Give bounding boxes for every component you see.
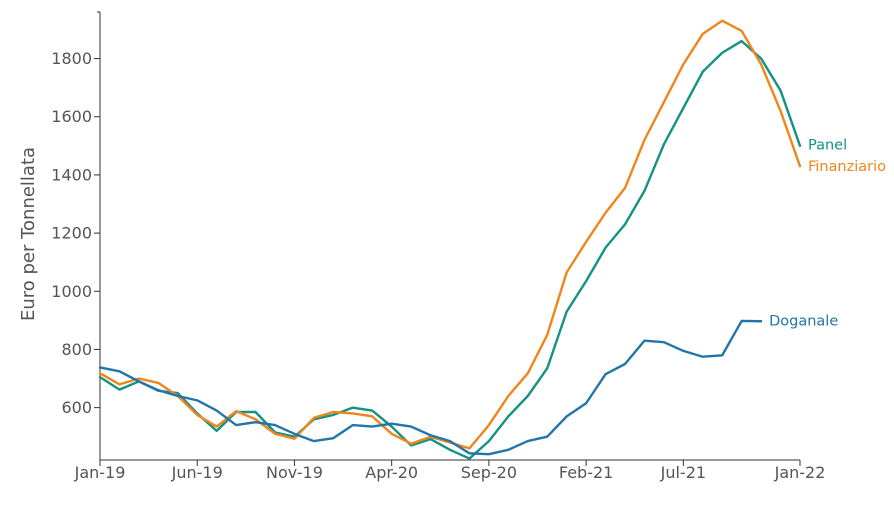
series-lines — [98, 19, 802, 460]
y-ticks: 600 800 1000 1200 1400 1600 1800 — [51, 11, 100, 417]
x-ticks: Jan-19 Jun-19 Nov-19 Apr-20 Sep-20 Feb-21 Jul-… — [74, 460, 826, 482]
y-tick-label: 1800 — [51, 49, 92, 68]
x-tick-label: Jan-22 — [774, 463, 826, 482]
series-line-panel — [98, 39, 802, 460]
x-tick-label: Jun-19 — [171, 463, 223, 482]
series-label-panel: Panel — [808, 137, 847, 153]
y-tick-label: 1200 — [51, 224, 92, 243]
axes — [99, 12, 800, 461]
x-tick-label: Apr-20 — [365, 463, 418, 482]
y-tick-label: 800 — [61, 340, 92, 359]
y-axis-title: Euro per Tonnellata — [18, 147, 39, 321]
series-line-doganale — [98, 319, 763, 456]
x-tick-label: Nov-19 — [266, 463, 323, 482]
x-tick-label: Jan-19 — [74, 463, 126, 482]
series-label-finanziario: Finanziario — [808, 159, 886, 175]
series-labels: Panel Finanziario Doganale — [769, 137, 886, 329]
series-line-finanziario — [98, 19, 802, 450]
x-tick-label: Jul-21 — [660, 463, 706, 482]
x-tick-label: Sep-20 — [461, 463, 517, 482]
y-tick-label: 1000 — [51, 282, 92, 301]
y-tick-label: 600 — [61, 398, 92, 417]
x-tick-label: Feb-21 — [559, 463, 613, 482]
series-label-doganale: Doganale — [769, 313, 838, 329]
y-tick-label: 1600 — [51, 107, 92, 126]
y-tick-label: 1400 — [51, 165, 92, 184]
